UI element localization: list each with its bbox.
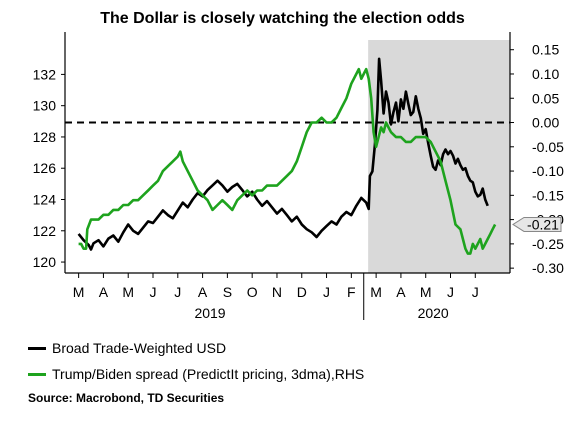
x-month-label: O xyxy=(247,284,258,300)
end-value-label: -0.21 xyxy=(527,216,559,232)
x-month-label: J xyxy=(150,284,157,300)
left-tick-label: 126 xyxy=(33,160,57,176)
x-month-label: J xyxy=(174,284,181,300)
legend-label-spread: Trump/Biden spread (PredictIt pricing, 3… xyxy=(52,366,365,382)
chart-title: The Dollar is closely watching the elect… xyxy=(100,10,465,27)
x-month-label: J xyxy=(447,284,454,300)
end-value-callout xyxy=(512,216,562,232)
x-month-label: M xyxy=(73,284,85,300)
x-month-label: J xyxy=(323,284,330,300)
x-month-label: A xyxy=(198,284,208,300)
right-tick-label: -0.25 xyxy=(532,236,564,252)
left-tick-label: 128 xyxy=(33,129,57,145)
legend-item-spread: Trump/Biden spread (PredictIt pricing, 3… xyxy=(28,366,364,382)
x-year-label: 2020 xyxy=(418,305,449,321)
left-tick-label: 130 xyxy=(33,98,57,114)
x-month-label: D xyxy=(297,284,307,300)
legend-item-usd: Broad Trade-Weighted USD xyxy=(28,340,226,356)
right-tick-label: 0.05 xyxy=(532,90,559,106)
left-tick-label: 124 xyxy=(33,192,57,208)
x-month-label: M xyxy=(420,284,432,300)
right-tick-label: -0.05 xyxy=(532,139,564,155)
right-tick-label: 0.00 xyxy=(532,115,559,131)
legend-label-usd: Broad Trade-Weighted USD xyxy=(52,340,227,356)
x-year-label: 2019 xyxy=(194,305,225,321)
left-tick-label: 132 xyxy=(33,66,57,82)
right-tick-label: 0.10 xyxy=(532,66,559,82)
left-tick-label: 122 xyxy=(33,223,57,239)
series-line-usd xyxy=(77,57,489,251)
x-month-label: M xyxy=(122,284,134,300)
right-tick-label: -0.15 xyxy=(532,187,564,203)
right-tick-label: -0.10 xyxy=(532,163,564,179)
left-tick-label: 120 xyxy=(33,254,57,270)
x-month-label: S xyxy=(223,284,232,300)
right-tick-label: 0.15 xyxy=(532,42,559,58)
x-month-label: J xyxy=(472,284,479,300)
series-line-spread xyxy=(78,67,497,255)
x-month-label: A xyxy=(99,284,109,300)
legend-swatch-spread xyxy=(28,372,46,376)
source-note: Source: Macrobond, TD Securities xyxy=(28,391,225,405)
x-month-label: F xyxy=(347,284,356,300)
x-month-label: N xyxy=(272,284,282,300)
right-tick-label: -0.30 xyxy=(532,260,564,276)
legend-swatch-usd xyxy=(28,346,46,350)
x-month-label: A xyxy=(396,284,406,300)
x-month-label: M xyxy=(370,284,382,300)
